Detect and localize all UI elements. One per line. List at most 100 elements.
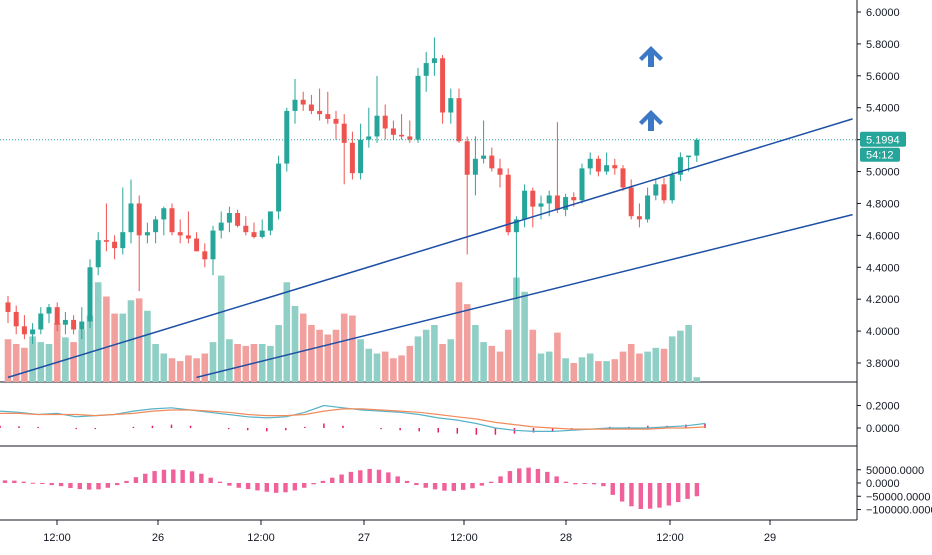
volume-bar bbox=[324, 334, 332, 382]
candle-body bbox=[374, 115, 380, 137]
candle-body bbox=[628, 187, 634, 217]
candle-body bbox=[169, 208, 175, 233]
candle-body bbox=[456, 98, 462, 142]
candle-body bbox=[325, 114, 331, 119]
candle-body bbox=[415, 75, 421, 140]
candle-body bbox=[669, 174, 675, 201]
candle-body bbox=[579, 168, 585, 201]
candle-body bbox=[604, 165, 610, 172]
candle-body bbox=[587, 158, 593, 169]
volume-bar bbox=[299, 313, 307, 382]
candle-body bbox=[554, 195, 560, 210]
volume-bar bbox=[94, 282, 102, 382]
price-axis-label: 5.0000 bbox=[866, 167, 900, 179]
candle-body bbox=[300, 99, 306, 105]
last-price-tag bbox=[860, 131, 906, 147]
volume-bar bbox=[660, 348, 668, 382]
candle-body bbox=[661, 184, 667, 201]
histogram-bar bbox=[404, 480, 410, 483]
volume-bar bbox=[390, 358, 397, 382]
oscillator-line-2 bbox=[0, 408, 706, 430]
volume-bar bbox=[168, 358, 176, 382]
time-axis-label: 26 bbox=[152, 532, 164, 544]
candle-body bbox=[210, 230, 216, 260]
last-price-label: 5.1994 bbox=[866, 135, 900, 147]
candle-body bbox=[431, 58, 437, 64]
price-axis-label: 4.4000 bbox=[866, 262, 900, 274]
up-arrow-icon bbox=[639, 46, 663, 67]
volume-bar bbox=[316, 329, 323, 382]
volume-bar bbox=[578, 357, 586, 382]
volume-bar bbox=[21, 347, 28, 382]
price-axis-label: 4.2000 bbox=[866, 294, 900, 306]
histogram-bar bbox=[30, 482, 36, 484]
histogram-bar bbox=[657, 483, 662, 508]
volume-bar bbox=[349, 315, 356, 382]
volume-bar bbox=[398, 355, 405, 382]
volume-bar bbox=[570, 363, 578, 382]
candle-body bbox=[128, 203, 134, 233]
histogram-bar bbox=[358, 470, 363, 483]
volume-bar bbox=[513, 277, 520, 382]
volume-bar bbox=[127, 300, 135, 382]
candle-body bbox=[513, 219, 519, 233]
candle-body bbox=[13, 311, 19, 327]
candle-body bbox=[341, 123, 347, 143]
histogram-bar bbox=[105, 483, 111, 488]
volume-bar bbox=[685, 325, 692, 382]
countdown-label: 54:12 bbox=[866, 150, 894, 162]
candle-body bbox=[489, 155, 495, 169]
histogram-bar bbox=[479, 483, 485, 486]
histogram-bar bbox=[601, 483, 606, 487]
histogram-bar bbox=[255, 483, 260, 491]
histogram-bar bbox=[367, 468, 372, 483]
volume-bar bbox=[267, 345, 274, 382]
volume-bar bbox=[135, 298, 143, 382]
histogram-bar bbox=[115, 483, 120, 486]
histogram-bar bbox=[40, 483, 45, 484]
volume-bar bbox=[160, 353, 168, 382]
candle-body bbox=[308, 104, 314, 111]
histogram-bar bbox=[545, 471, 550, 483]
histogram-bar bbox=[86, 483, 92, 490]
volume-bar bbox=[414, 336, 422, 382]
candle-body bbox=[505, 174, 511, 233]
candle-body bbox=[530, 190, 536, 207]
histogram-bar bbox=[49, 483, 54, 486]
volume-bar bbox=[45, 344, 53, 382]
candle-body bbox=[620, 168, 626, 188]
volume-bar bbox=[619, 351, 627, 382]
candle-body bbox=[399, 134, 405, 137]
histogram-bar bbox=[489, 481, 494, 483]
candle-body bbox=[358, 139, 364, 174]
volume-bar bbox=[545, 351, 553, 382]
volume-bar bbox=[537, 353, 545, 382]
volume-bar bbox=[209, 342, 217, 382]
candle-body bbox=[636, 216, 642, 220]
volume-bar bbox=[193, 358, 200, 382]
candle-body bbox=[120, 232, 126, 249]
histogram-bar bbox=[470, 483, 475, 489]
candle-body bbox=[103, 240, 109, 242]
histogram-bar bbox=[629, 483, 634, 507]
time-axis-label: 28 bbox=[560, 532, 572, 544]
histogram-bar bbox=[507, 471, 513, 483]
price-axis-label: 5.6000 bbox=[866, 71, 900, 83]
volume-bar bbox=[111, 313, 118, 382]
histogram-bar bbox=[273, 483, 279, 493]
volume-bar bbox=[201, 353, 209, 382]
candle-body bbox=[284, 110, 290, 164]
histogram-bar bbox=[68, 483, 73, 489]
candle-body bbox=[563, 197, 569, 210]
candle-body bbox=[161, 208, 167, 220]
histogram-bar bbox=[676, 483, 681, 503]
candle-body bbox=[38, 313, 44, 330]
volume-bar bbox=[357, 339, 364, 382]
candle-body bbox=[538, 203, 544, 207]
histogram-bar bbox=[2, 480, 8, 483]
volume-bar bbox=[693, 377, 701, 382]
candle-body bbox=[677, 157, 683, 175]
histogram-axis-label: 50000.0000 bbox=[866, 465, 924, 477]
volume-bar bbox=[603, 361, 610, 382]
candle-body bbox=[423, 63, 429, 76]
